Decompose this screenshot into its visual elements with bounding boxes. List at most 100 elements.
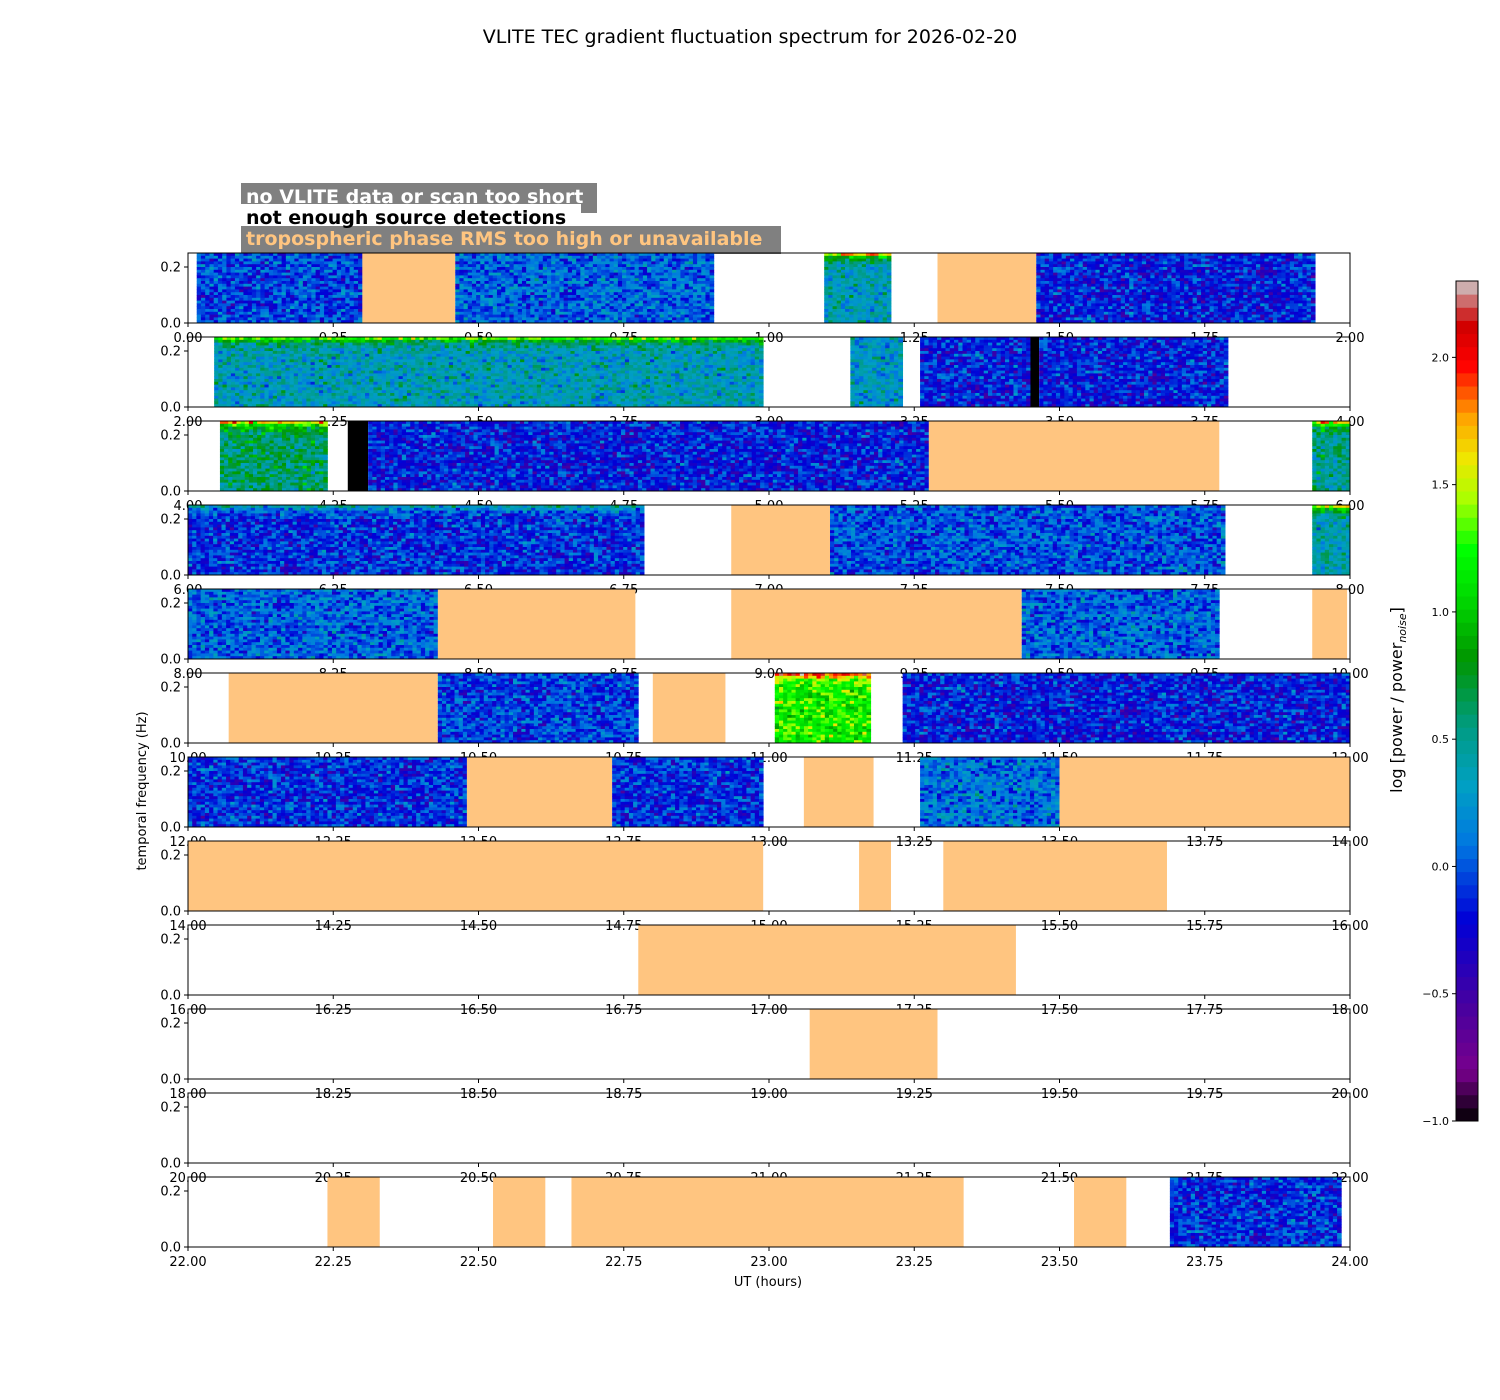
x-tick-label: 15.75 bbox=[1186, 919, 1223, 934]
y-tick-label: 0.2 bbox=[160, 933, 181, 948]
spectrum-segment bbox=[1169, 1177, 1342, 1247]
trop-flag-block bbox=[362, 253, 456, 323]
x-tick-label: 22.50 bbox=[460, 1255, 497, 1270]
spectrum-segment bbox=[196, 253, 363, 323]
spectrum-segment bbox=[188, 589, 439, 659]
trop-flag-block bbox=[937, 253, 1037, 323]
panel-stack: 0.00.20.000.250.500.751.001.251.501.752.… bbox=[160, 252, 1369, 1270]
x-tick-label: 13.75 bbox=[1186, 835, 1223, 850]
y-tick-label: 0.0 bbox=[160, 905, 181, 920]
x-tick-label: 24.00 bbox=[1331, 1255, 1368, 1270]
legend-entry-detections: not enough source detections bbox=[246, 207, 566, 229]
trop-flag-block bbox=[437, 589, 636, 659]
x-tick-label: 23.50 bbox=[1041, 1255, 1078, 1270]
panel-plot-area bbox=[809, 1009, 938, 1079]
spectrum-segment bbox=[774, 673, 872, 743]
panel-plot-area bbox=[219, 421, 1350, 491]
x-tick-label: 23.00 bbox=[750, 1255, 787, 1270]
trop-flag-block bbox=[571, 1177, 964, 1247]
trop-flag-block bbox=[188, 841, 764, 911]
y-tick-label: 0.2 bbox=[160, 513, 181, 528]
spectrum-segment bbox=[1312, 421, 1350, 491]
y-tick-label: 0.2 bbox=[160, 1185, 181, 1200]
trop-flag-block bbox=[1074, 1177, 1127, 1247]
detection-flag-block bbox=[347, 421, 369, 491]
x-axis-label: UT (hours) bbox=[734, 1275, 802, 1290]
trop-flag-block bbox=[466, 757, 613, 827]
panel-10: 0.00.218.00 18.25 18.50 18.75 19.00 19.25 19.5… bbox=[160, 1008, 1369, 1102]
panel-11: 0.00.220.0020.2520.5020.7521.0021.2521.5… bbox=[160, 1092, 1369, 1186]
y-tick-label: 0.2 bbox=[160, 597, 181, 612]
panel-plot-area bbox=[214, 337, 1229, 407]
spectrum-segment bbox=[1021, 589, 1220, 659]
colorbar-tick-label: 1.0 bbox=[1432, 606, 1450, 619]
trop-flag-block bbox=[1059, 757, 1350, 827]
x-tick-label: 17.75 bbox=[1186, 1003, 1223, 1018]
y-tick-label: 0.2 bbox=[160, 849, 181, 864]
x-tick-label: 19.00 bbox=[750, 1087, 787, 1102]
x-tick-label: 23.75 bbox=[1186, 1255, 1223, 1270]
y-tick-label: 0.0 bbox=[160, 1241, 181, 1256]
legend-box: no VLITE data or scan too short not enou… bbox=[241, 183, 781, 254]
trop-flag-block bbox=[493, 1177, 546, 1247]
spectrum-segment bbox=[824, 253, 892, 323]
panel-7: 0.00.212.0012.2512.5012.7513.0013.2513.5… bbox=[160, 756, 1369, 850]
spectrum-segment bbox=[830, 505, 1226, 575]
x-tick-label: 19.50 bbox=[1041, 1087, 1078, 1102]
x-tick-label: 16.25 bbox=[315, 1003, 352, 1018]
panel-3: 0.00.24.004.254.504.755.005.255.505.756.… bbox=[160, 420, 1364, 514]
x-tick-label: 14.25 bbox=[315, 919, 352, 934]
panel-frame bbox=[187, 1008, 1351, 1080]
legend-entry-trop: tropospheric phase RMS too high or unava… bbox=[246, 228, 762, 250]
figure-title: VLITE TEC gradient fluctuation spectrum … bbox=[483, 26, 1017, 48]
y-tick-label: 0.0 bbox=[160, 1073, 181, 1088]
legend-entry-bg-3 bbox=[241, 226, 781, 254]
panel-plot-area bbox=[196, 253, 1316, 323]
spectrum-segment bbox=[214, 337, 764, 407]
spectrum-segment bbox=[1312, 505, 1350, 575]
trop-flag-block bbox=[809, 1009, 938, 1079]
colorbar-label-end: ] bbox=[1387, 607, 1406, 613]
trop-flag-block bbox=[652, 673, 726, 743]
panel-plot-area bbox=[327, 1177, 1342, 1247]
spectrum-segment bbox=[920, 337, 1031, 407]
trop-flag-block bbox=[943, 841, 1167, 911]
panel-plot-area bbox=[228, 673, 1350, 743]
y-tick-label: 0.2 bbox=[160, 765, 181, 780]
y-tick-label: 0.0 bbox=[160, 317, 181, 332]
spectrum-segment bbox=[455, 253, 715, 323]
x-tick-label: 22.75 bbox=[605, 1255, 642, 1270]
x-tick-label: 13.25 bbox=[896, 835, 933, 850]
y-tick-label: 0.0 bbox=[160, 821, 181, 836]
y-tick-label: 0.2 bbox=[160, 261, 181, 276]
y-tick-label: 0.2 bbox=[160, 1101, 181, 1116]
colorbar-frame bbox=[1455, 280, 1479, 1122]
spectrum-segment bbox=[920, 757, 1060, 827]
panel-9: 0.00.216.0016.2516.5016.7517.0017.2517.5… bbox=[160, 924, 1369, 1018]
y-tick-label: 0.0 bbox=[160, 989, 181, 1004]
panel-1: 0.00.20.000.250.500.751.001.251.501.752.… bbox=[160, 252, 1364, 346]
colorbar-tick-label: −1.0 bbox=[1422, 1115, 1449, 1128]
panel-plot-area bbox=[188, 505, 1350, 575]
y-tick-label: 0.2 bbox=[160, 1017, 181, 1032]
colorbar-tick-label: 2.0 bbox=[1432, 351, 1450, 364]
x-tick-label: 19.25 bbox=[896, 1087, 933, 1102]
colorbar-tick-label: 0.5 bbox=[1432, 733, 1450, 746]
x-tick-label: 22.25 bbox=[315, 1255, 352, 1270]
trop-flag-block bbox=[638, 925, 1016, 995]
colorbar-label: log [power / powernoise] bbox=[1387, 607, 1409, 793]
panel-2: 0.00.22.002.252.502.753.003.253.503.754.… bbox=[160, 336, 1364, 430]
spectrum-segment bbox=[850, 337, 904, 407]
y-tick-label: 0.0 bbox=[160, 569, 181, 584]
y-tick-label: 0.0 bbox=[160, 1157, 181, 1172]
trop-flag-block bbox=[859, 841, 892, 911]
y-tick-label: 0.0 bbox=[160, 401, 181, 416]
trop-flag-block bbox=[327, 1177, 380, 1247]
panel-plot-area bbox=[638, 925, 1016, 995]
colorbar-tick-label: 1.5 bbox=[1432, 479, 1450, 492]
spectrum-segment bbox=[188, 505, 645, 575]
trop-flag-block bbox=[1312, 589, 1348, 659]
colorbar-label-main: log [power / power bbox=[1387, 642, 1406, 793]
legend-entry-no-data: no VLITE data or scan too short bbox=[246, 186, 583, 208]
spectrum-segment bbox=[437, 673, 639, 743]
